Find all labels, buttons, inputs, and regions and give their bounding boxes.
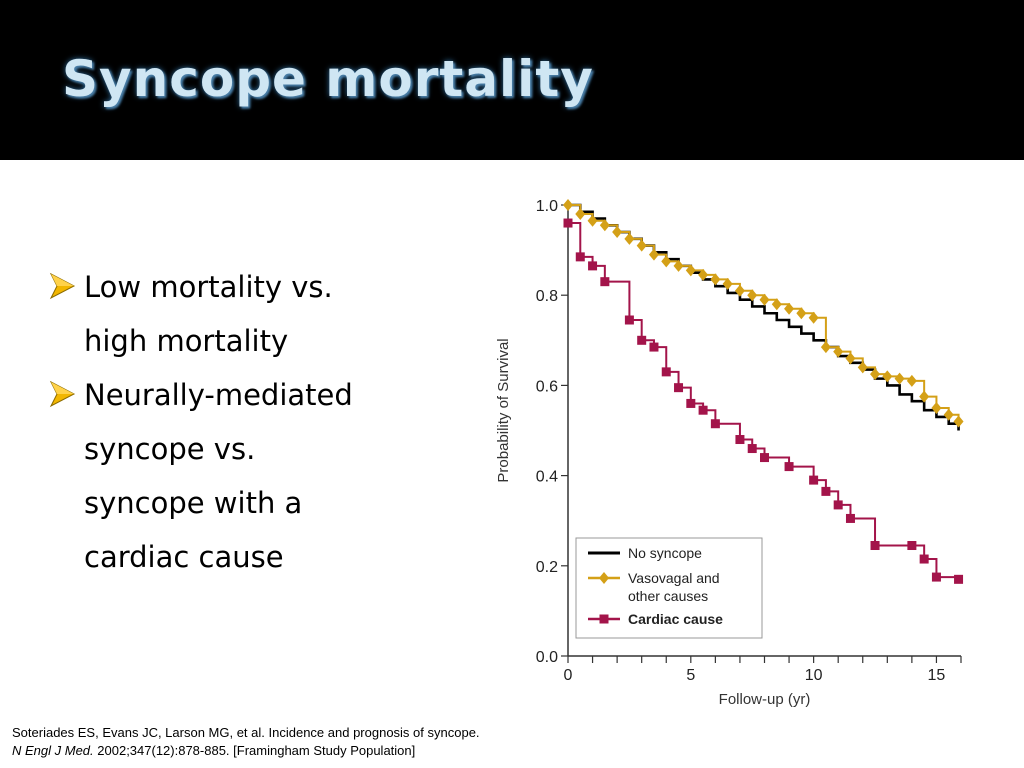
title-bar: Syncope mortality — [0, 0, 1024, 160]
citation-line-1: Soteriades ES, Evans JC, Larson MG, et a… — [12, 725, 480, 740]
data-point — [636, 239, 647, 252]
x-tick-label: 5 — [686, 667, 695, 684]
data-point — [760, 453, 769, 463]
x-tick-label: 15 — [928, 667, 946, 684]
data-point — [870, 368, 881, 381]
data-point — [931, 572, 941, 582]
data-point — [587, 214, 598, 227]
y-tick-label: 0.0 — [536, 649, 558, 666]
data-point — [771, 298, 782, 311]
data-point — [710, 273, 721, 286]
data-point — [673, 259, 684, 272]
survival-chart: 0.0 0.2 0.4 0.6 0.8 1.0 0 5 10 15 Follow-up (yr) Pr… — [488, 180, 988, 710]
data-point — [698, 268, 709, 281]
data-point — [953, 415, 964, 428]
bullet-list: Low mortality vs. high mortality Neurall… — [48, 260, 448, 584]
citation-details: 2002;347(12):878-885. [Framingham Study … — [93, 743, 416, 758]
series-line-3 — [568, 222, 960, 580]
data-point — [820, 341, 831, 354]
chart-svg: 0.0 0.2 0.4 0.6 0.8 1.0 0 5 10 15 Follow-up (yr) Pr… — [495, 198, 964, 708]
data-point — [648, 248, 659, 261]
data-point — [894, 372, 905, 385]
data-point — [845, 352, 856, 365]
data-point — [735, 435, 745, 445]
x-tick-label: 10 — [805, 667, 823, 684]
bullet-text: Low mortality vs. high mortality — [84, 270, 333, 358]
citation: Soteriades ES, Evans JC, Larson MG, et a… — [12, 724, 480, 760]
y-axis-label: Probability of Survival — [495, 338, 512, 482]
data-point — [833, 345, 844, 358]
data-point — [919, 390, 930, 403]
bullet-item-2: Neurally-mediated syncope vs. syncope wi… — [48, 368, 448, 584]
data-point — [649, 342, 659, 352]
data-point — [821, 486, 831, 496]
legend-label: Vasovagal and other causes — [628, 570, 720, 604]
data-point — [931, 401, 942, 414]
y-tick-label: 0.8 — [536, 288, 558, 305]
data-point — [954, 574, 964, 584]
data-point — [796, 307, 807, 320]
y-tick-label: 0.4 — [536, 469, 558, 486]
data-point — [808, 311, 819, 324]
data-point — [747, 289, 758, 302]
data-point — [943, 408, 954, 421]
data-point — [575, 208, 586, 221]
y-tick-label: 0.2 — [536, 559, 558, 576]
citation-line-2: N Engl J Med. 2002;347(12):878-885. [Fra… — [12, 742, 480, 760]
data-point — [674, 383, 684, 393]
data-point — [845, 513, 855, 523]
data-point — [588, 261, 598, 271]
data-point — [882, 370, 893, 383]
bullet-item-1: Low mortality vs. high mortality — [48, 260, 448, 368]
data-point — [563, 218, 573, 228]
y-tick-label: 1.0 — [536, 198, 558, 215]
data-point — [784, 302, 795, 315]
data-point — [685, 264, 696, 277]
data-point — [833, 500, 843, 510]
y-tick-label: 0.6 — [536, 378, 558, 395]
slide-title: Syncope mortality — [62, 50, 594, 108]
citation-journal: N Engl J Med. — [12, 743, 94, 758]
legend-label: No syncope — [628, 545, 702, 561]
data-point — [698, 405, 708, 415]
data-point — [661, 255, 672, 268]
data-point — [784, 462, 794, 472]
data-point — [612, 226, 623, 239]
x-axis-label: Follow-up (yr) — [719, 691, 811, 708]
data-point — [722, 277, 733, 290]
bullet-text: Neurally-mediated syncope vs. syncope wi… — [84, 378, 353, 574]
data-point — [857, 361, 868, 374]
bullet-arrow-icon — [49, 380, 76, 408]
data-point — [734, 284, 745, 297]
data-point — [906, 374, 917, 387]
data-point — [870, 541, 880, 551]
data-point — [575, 252, 585, 262]
data-point — [563, 199, 573, 211]
legend-swatch-marker — [599, 614, 609, 624]
data-point — [919, 554, 929, 564]
data-point — [759, 293, 770, 306]
data-point — [624, 315, 634, 325]
data-point — [907, 541, 917, 551]
data-point — [600, 277, 610, 287]
data-point — [710, 419, 720, 429]
data-point — [599, 219, 610, 232]
x-tick-label: 0 — [564, 667, 573, 684]
data-point — [624, 232, 635, 245]
data-point — [747, 444, 757, 454]
data-point — [637, 335, 647, 345]
data-point — [661, 367, 671, 377]
bullet-arrow-icon — [49, 272, 76, 300]
legend-swatch-marker — [599, 572, 609, 584]
data-point — [686, 398, 696, 408]
data-point — [809, 475, 819, 485]
legend-label: Cardiac cause — [628, 611, 723, 627]
